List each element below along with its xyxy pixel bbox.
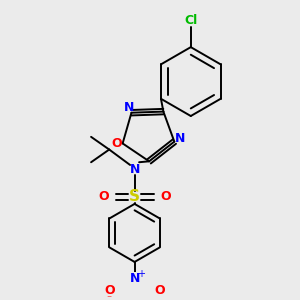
- Text: Cl: Cl: [184, 14, 197, 27]
- Text: O: O: [111, 137, 122, 150]
- Text: O: O: [104, 284, 115, 297]
- Text: O: O: [98, 190, 109, 203]
- Text: N: N: [129, 272, 140, 285]
- Text: ⁻: ⁻: [107, 294, 112, 300]
- Text: N: N: [175, 132, 185, 146]
- Text: O: O: [160, 190, 171, 203]
- Text: N: N: [129, 163, 140, 176]
- Text: S: S: [129, 189, 140, 204]
- Text: O: O: [155, 284, 165, 297]
- Text: +: +: [137, 269, 145, 279]
- Text: N: N: [124, 101, 134, 114]
